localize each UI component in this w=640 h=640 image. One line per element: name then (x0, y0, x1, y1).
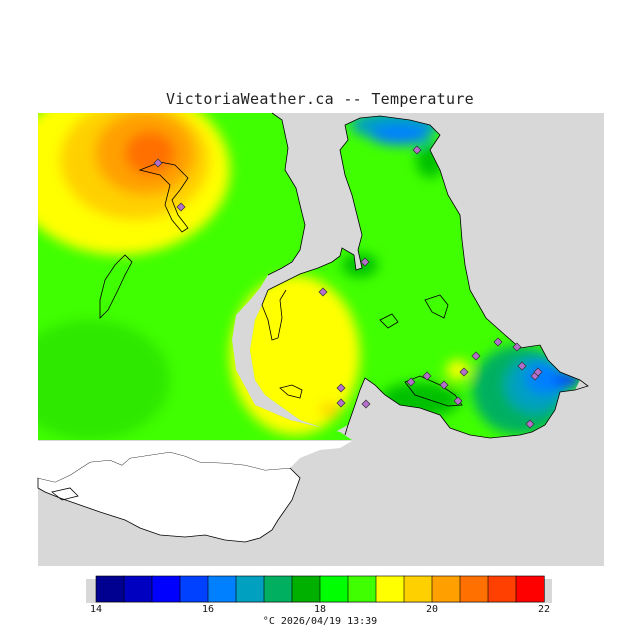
color-scale-swatch (235, 575, 265, 603)
color-scale-swatch (515, 575, 545, 603)
station-marker (336, 398, 346, 408)
station-marker (439, 380, 449, 390)
station-marker (361, 399, 371, 409)
color-scale-swatch (347, 575, 377, 603)
color-scale-swatch (319, 575, 349, 603)
station-marker (318, 287, 328, 297)
southern-coast-white (38, 441, 352, 482)
color-scale-swatch (403, 575, 433, 603)
station-marker (533, 367, 543, 377)
station-marker (493, 337, 503, 347)
color-scale-swatch (431, 575, 461, 603)
color-scale-tick-label: 16 (201, 604, 215, 615)
color-scale-swatch (207, 575, 237, 603)
station-marker (336, 383, 346, 393)
color-scale-swatch (263, 575, 293, 603)
color-scale-tick-label: 14 (89, 604, 103, 615)
color-scale-swatch (95, 575, 125, 603)
station-markers (153, 145, 543, 429)
station-marker (471, 351, 481, 361)
station-marker (453, 396, 463, 406)
color-scale-swatch (375, 575, 405, 603)
color-scale-tick-label: 20 (425, 604, 439, 615)
station-marker (459, 367, 469, 377)
color-scale-bar (86, 575, 552, 603)
site-name: VictoriaWeather.ca (166, 90, 334, 108)
variable-name: Temperature (371, 90, 474, 108)
color-scale-tick-label: 18 (313, 604, 327, 615)
color-scale-tick-label: 22 (537, 604, 551, 615)
station-marker (406, 377, 416, 387)
color-scale-swatch (151, 575, 181, 603)
station-marker (517, 361, 527, 371)
color-scale-swatch (487, 575, 517, 603)
color-scale-swatch (179, 575, 209, 603)
color-scale-swatch (291, 575, 321, 603)
unit-label: °C (262, 616, 275, 627)
map-title: VictoriaWeather.ca -- Temperature (0, 90, 640, 108)
color-scale-swatch (123, 575, 153, 603)
station-marker (512, 342, 522, 352)
station-marker (153, 158, 163, 168)
timestamp: 2026/04/19 13:39 (280, 616, 378, 627)
color-scale-swatch (459, 575, 489, 603)
station-marker (176, 202, 186, 212)
station-marker (525, 419, 535, 429)
footer: °C 2026/04/19 13:39 (0, 616, 640, 627)
station-marker (360, 257, 370, 267)
station-marker (412, 145, 422, 155)
station-marker (422, 371, 432, 381)
title-separator: -- (343, 90, 362, 108)
